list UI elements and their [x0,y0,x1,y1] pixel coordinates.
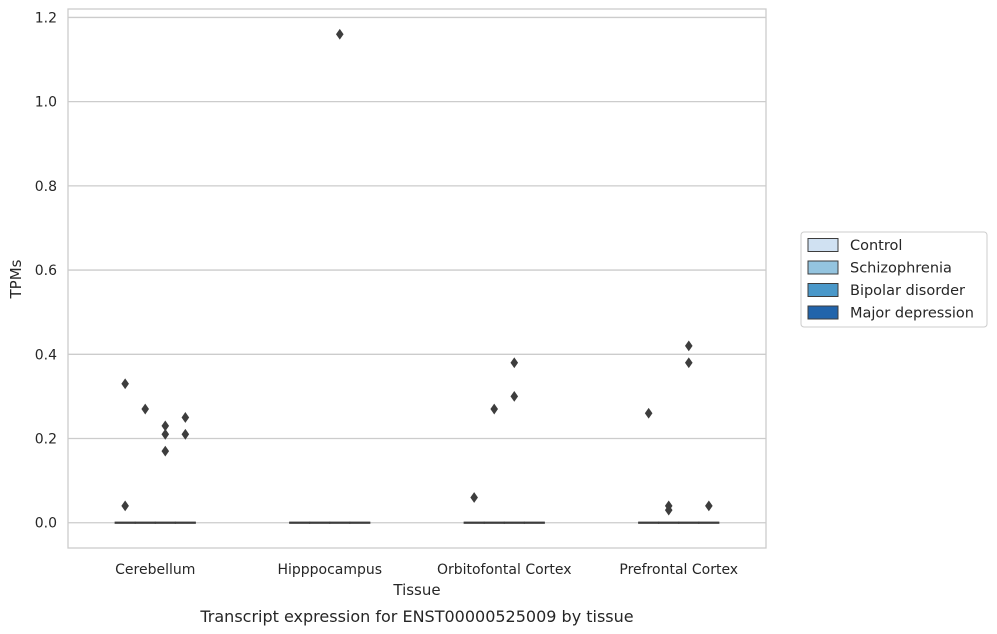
boxes [114,521,720,524]
legend-label: Schizophrenia [850,261,952,277]
legend-label: Control [850,238,902,254]
y-tick-label: 0.2 [35,432,57,448]
legend-swatch [807,305,839,320]
outlier-point [335,28,344,40]
outlier-point [181,412,190,423]
y-tick-label: 1.0 [35,95,57,111]
gridlines [68,16,766,524]
y-tick-label: 1.2 [35,10,57,26]
outlier-point [705,500,713,512]
outlier-point [141,403,150,415]
outlier-point [684,357,693,369]
legend-swatch [807,260,839,275]
y-axis-label: TPMs [7,259,25,299]
x-tick-label: Prefrontal Cortex [619,562,738,578]
x-tick-label: Cerebellum [115,562,195,578]
outlier-point [161,420,170,432]
legend-frame [800,231,988,328]
outlier-point [161,428,170,440]
y-tick-labels: 0.0 0.2 0.4 0.6 0.8 1.0 1.2 [35,10,57,531]
outlier-point [684,340,693,352]
x-tick-label: Orbitofontal Cortex [437,562,572,578]
legend-swatch [807,283,839,297]
outlier-point [121,500,129,512]
outlier-point [470,492,478,503]
y-tick-label: 0.8 [35,179,57,195]
y-tick-label: 0.0 [35,516,57,532]
outlier-point [121,378,129,390]
legend-swatch [807,238,839,252]
outlier-point [181,428,190,440]
x-tick-labels: Cerebellum Hipppocampus Orbitofontal Corte… [115,562,738,578]
legend-label: Major depression [850,306,974,322]
x-axis-label: Tissue [392,581,440,599]
outlier-point [664,504,673,516]
plot-frame [67,8,767,549]
outlier-points [121,28,713,516]
x-tick-label: Hipppocampus [277,562,382,578]
y-tick-label: 0.6 [35,263,57,279]
outlier-point [490,403,499,415]
outlier-point [510,391,519,402]
y-tick-label: 0.4 [35,347,57,363]
outlier-point [161,445,170,457]
legend: Control Schizophrenia Bipolar disorder Majo… [800,231,988,328]
chart-caption: Transcript expression for ENST0000052500… [199,607,633,626]
legend-label: Bipolar disorder [850,283,965,299]
outlier-point [510,357,519,369]
outlier-point [644,407,653,419]
